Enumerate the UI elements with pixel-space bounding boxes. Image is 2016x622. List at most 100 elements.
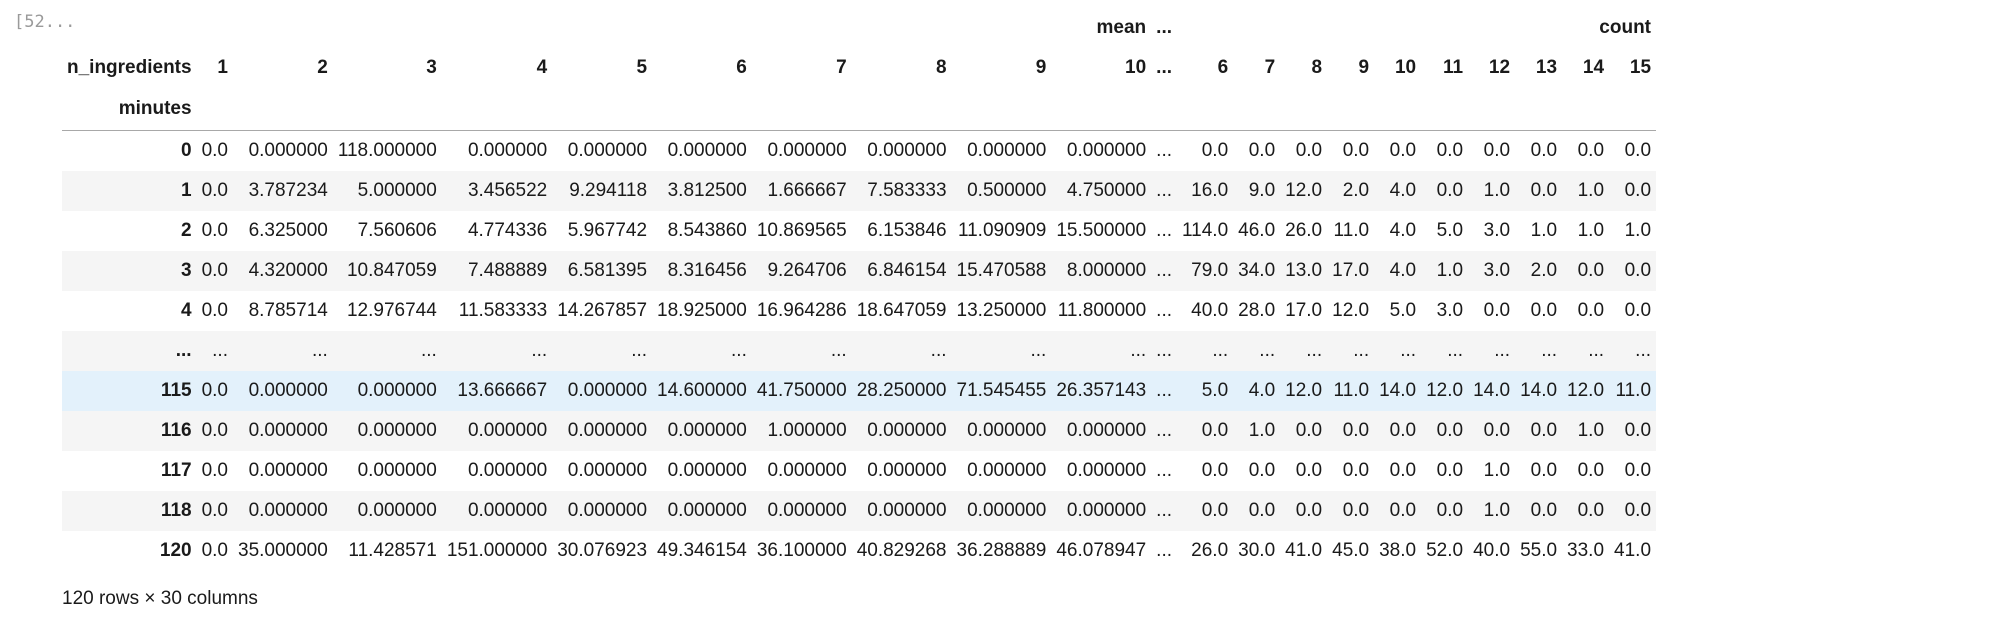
- dataframe-output: mean ... count n_ingredients 1 2 3 4 5 6 7 8 9 10…: [62, 8, 1657, 571]
- column-header: 14: [1582, 57, 1605, 78]
- table-cell: 0.000000: [567, 140, 648, 161]
- table-cell: 3.0: [1436, 300, 1464, 321]
- table-cell: 0.000000: [767, 460, 847, 481]
- table-cell: 114.0: [1182, 220, 1229, 241]
- table-cell: 30.0: [1238, 540, 1276, 561]
- table-row[interactable]: 118 0.0 0.000000 0.000000 0.000000 0.000000 0.…: [62, 491, 1657, 531]
- table-cell: ...: [441, 331, 553, 371]
- table-row[interactable]: 4 0.0 8.785714 12.976744 11.583333 14.267857 1…: [62, 291, 1656, 331]
- table-cell: 0.0: [1609, 411, 1657, 451]
- table-cell: 1.666667: [751, 171, 852, 211]
- table-row[interactable]: 3 0.0 4.320000 10.847059 7.488889 6.581395 8.3…: [62, 251, 1657, 291]
- table-cell: 3.456522: [441, 171, 553, 211]
- table-row[interactable]: ........................................…: [62, 331, 1657, 371]
- header-spacer: [441, 88, 553, 131]
- header-group-ellipsis: ...: [1156, 17, 1173, 38]
- header-spacer: [951, 88, 1052, 131]
- table-cell: ...: [1151, 371, 1178, 411]
- table-row[interactable]: 2 0.0 6.325000 7.560606 4.774336 5.967742 8.54…: [62, 211, 1656, 251]
- header-group-mean: mean: [1096, 17, 1147, 38]
- table-cell: 0.0: [201, 460, 228, 481]
- table-row[interactable]: 0 0.0 0.000000 118.000000 0.000000 0.000000 0.…: [62, 131, 1656, 172]
- table-cell: 4.0: [1374, 251, 1422, 291]
- table-cell: 15.500000: [1056, 220, 1147, 241]
- table-cell: 0.0: [196, 251, 233, 291]
- table-cell: 0.0: [1483, 300, 1511, 321]
- table-cell: 46.078947: [1056, 540, 1147, 561]
- table-cell: ...: [652, 331, 752, 371]
- table-row[interactable]: 117 0.0 0.000000 0.000000 0.000000 0.000000 0.…: [62, 451, 1656, 491]
- table-cell: 4.750000: [1051, 171, 1152, 211]
- table-cell: 7.583333: [851, 171, 952, 211]
- table-cell: 0.0: [1342, 460, 1370, 481]
- table-cell: 0.000000: [357, 460, 437, 481]
- header-spacer: [552, 88, 653, 131]
- row-index: 4: [181, 300, 192, 321]
- table-row[interactable]: 120 0.0 35.000000 11.428571 151.000000 30.076…: [62, 531, 1656, 571]
- table-cell: ...: [951, 331, 1052, 371]
- table-cell: 151.000000: [446, 540, 548, 561]
- table-cell: 1.0: [1624, 220, 1652, 241]
- table-cell: 0.0: [1342, 140, 1370, 161]
- table-cell: 0.000000: [552, 491, 653, 531]
- table-cell: 0.0: [1436, 460, 1464, 481]
- table-cell: 7.488889: [441, 251, 553, 291]
- table-cell: 0.0: [1515, 171, 1563, 211]
- table-cell: ...: [1051, 331, 1152, 371]
- table-cell: 0.0: [1624, 460, 1652, 481]
- row-index: 1: [62, 171, 197, 211]
- table-cell: 0.0: [1562, 491, 1610, 531]
- table-cell: 1.000000: [751, 411, 852, 451]
- table-cell: 0.0: [1624, 300, 1652, 321]
- table-cell: ...: [552, 331, 653, 371]
- table-row[interactable]: 1 0.0 3.787234 5.000000 3.456522 9.294118 3.81…: [62, 171, 1657, 211]
- table-cell: 0.000000: [767, 140, 847, 161]
- table-cell: 0.0: [196, 491, 233, 531]
- table-cell: 4.0: [1374, 171, 1422, 211]
- column-header: 9: [1358, 57, 1370, 78]
- table-cell: ...: [1327, 331, 1375, 371]
- table-row[interactable]: 116 0.0 0.000000 0.000000 0.000000 0.000000 0.…: [62, 411, 1657, 451]
- table-cell: 35.000000: [238, 540, 328, 561]
- table-cell: 3.787234: [233, 171, 333, 211]
- header-spacer: [233, 88, 333, 131]
- table-cell: ...: [1280, 331, 1328, 371]
- table-cell: 0.0: [1577, 460, 1605, 481]
- table-cell: 11.0: [1327, 371, 1375, 411]
- table-cell: ...: [1468, 331, 1516, 371]
- row-index: 3: [62, 251, 197, 291]
- table-cell: ...: [751, 331, 852, 371]
- table-cell: 9.0: [1233, 171, 1281, 211]
- dataframe-table: mean ... count n_ingredients 1 2 3 4 5 6 7 8 9 10…: [62, 8, 1657, 571]
- table-cell: 10.847059: [332, 251, 442, 291]
- column-header: 6: [736, 57, 747, 78]
- column-header: 2: [317, 57, 328, 78]
- table-row[interactable]: 115 0.0 0.000000 0.000000 13.666667 0.000000 1…: [62, 371, 1657, 411]
- column-header: 8: [1311, 57, 1323, 78]
- table-cell: 6.581395: [552, 251, 653, 291]
- table-cell: 18.925000: [657, 300, 747, 321]
- table-cell: 38.0: [1379, 540, 1417, 561]
- table-cell: 16.964286: [756, 300, 847, 321]
- table-cell: 0.0: [1436, 140, 1464, 161]
- table-cell: 0.000000: [552, 411, 653, 451]
- table-cell: 0.000000: [652, 411, 752, 451]
- header-spacer: [1177, 88, 1234, 131]
- table-cell: 6.153846: [867, 220, 947, 241]
- table-cell: 0.0: [201, 300, 228, 321]
- header-spacer: [332, 88, 442, 131]
- header-spacer: [751, 88, 852, 131]
- table-cell: 3.0: [1468, 251, 1516, 291]
- table-cell: 0.0: [1515, 411, 1563, 451]
- table-cell: 0.000000: [332, 371, 442, 411]
- table-cell: 26.357143: [1051, 371, 1152, 411]
- table-cell: 6.846154: [851, 251, 952, 291]
- table-cell: 26.0: [1285, 220, 1323, 241]
- table-cell: 41.0: [1285, 540, 1323, 561]
- table-cell: 4.0: [1389, 220, 1417, 241]
- index-name-label: minutes: [62, 88, 197, 131]
- table-cell: 41.0: [1614, 540, 1652, 561]
- table-cell: ...: [1151, 331, 1178, 371]
- header-spacer: [196, 88, 233, 131]
- column-header: 3: [426, 57, 437, 78]
